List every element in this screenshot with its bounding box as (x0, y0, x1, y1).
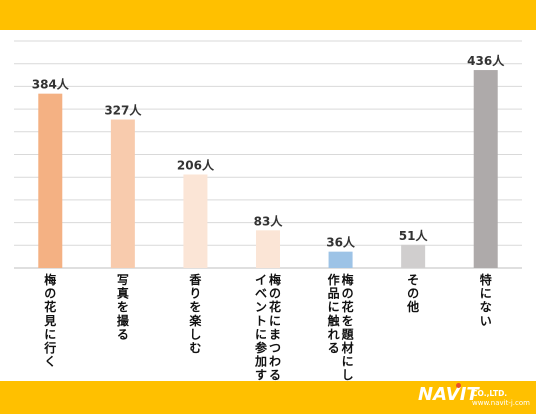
bar-4 (328, 251, 353, 268)
category-label-2-0: 香りを楽しむ (188, 272, 202, 355)
category-label-6-0: 特にない (480, 272, 492, 328)
bar-6 (473, 70, 498, 268)
value-label-1: 327人 (104, 103, 142, 118)
value-label-0: 384人 (32, 77, 70, 92)
top-band (0, 0, 536, 30)
logo-url: www.navit-j.com (472, 399, 530, 407)
category-label-3-0: 梅の花にまつわる (269, 272, 281, 381)
category-label-4-1: 作品に触れる (328, 272, 340, 355)
value-label-4: 36人 (326, 235, 356, 250)
category-label-4-0: 梅の花を題材にした (341, 272, 355, 381)
bottom-band (0, 381, 536, 414)
bar-0 (38, 93, 63, 268)
category-label-1-0: 写真を撮る (117, 273, 130, 341)
value-label-6: 436人 (467, 53, 505, 68)
category-label-5-0: その他 (406, 273, 419, 314)
value-label-3: 83人 (254, 213, 284, 228)
category-label-0-0: 梅の花見に行く (43, 272, 56, 369)
navit-logo: NAVIT CO.,LTD. www.navit-j.com (418, 383, 530, 410)
bar-2 (183, 174, 208, 268)
bar-1 (110, 119, 135, 269)
logo-company: CO.,LTD. (472, 389, 508, 398)
value-label-2: 206人 (177, 157, 215, 172)
logo-brand: NAVIT (418, 384, 479, 405)
bar-5 (401, 244, 426, 268)
value-label-5: 51人 (399, 228, 429, 243)
logo-dot-icon (456, 383, 461, 388)
category-label-3-1: イベントに参加する (254, 273, 268, 381)
bar-3 (256, 230, 280, 268)
